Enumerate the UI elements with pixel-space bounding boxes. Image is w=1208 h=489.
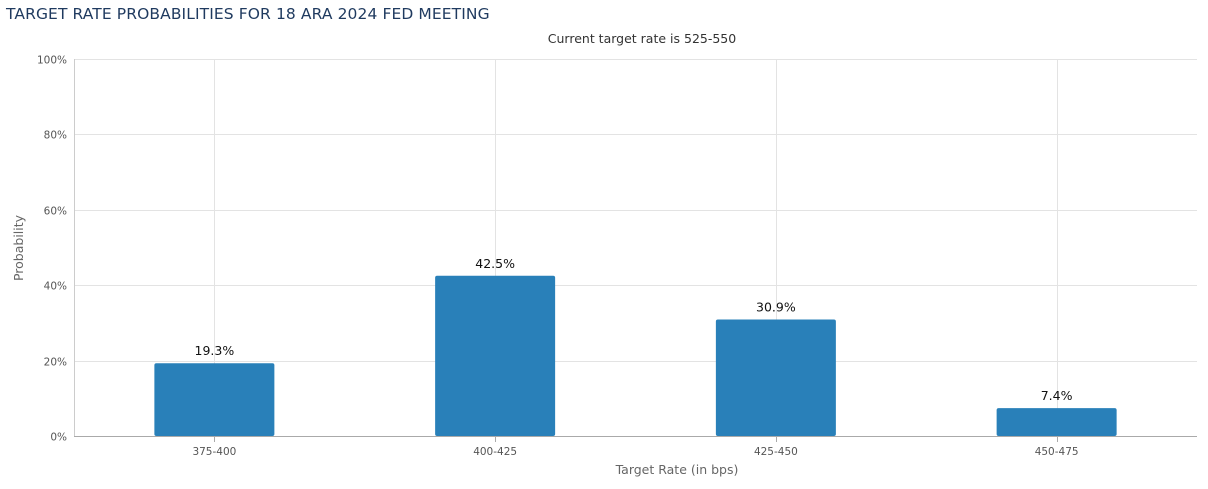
y-axis-label: Probability <box>11 214 26 281</box>
bar[interactable] <box>154 363 275 436</box>
x-tick-label: 450-475 <box>1035 446 1079 458</box>
bar[interactable] <box>715 319 836 436</box>
bar[interactable] <box>435 275 556 436</box>
data-label: 7.4% <box>1041 388 1073 403</box>
x-axis-label: Target Rate (in bps) <box>615 462 739 477</box>
y-tick-label: 100% <box>37 55 67 67</box>
y-tick-label: 40% <box>44 281 67 293</box>
y-tick-label: 80% <box>44 130 67 142</box>
y-tick-label: 20% <box>44 357 67 369</box>
chart-subtitle: Current target rate is 525-550 <box>548 31 736 46</box>
y-tick-label: 60% <box>44 206 67 218</box>
data-label: 30.9% <box>756 300 796 315</box>
x-tick-label: 400-425 <box>473 446 517 458</box>
data-label: 42.5% <box>475 256 515 271</box>
data-label: 19.3% <box>195 343 235 358</box>
page-title: TARGET RATE PROBABILITIES FOR 18 ARA 202… <box>6 5 490 23</box>
y-tick-label: 0% <box>50 432 67 444</box>
x-tick-label: 425-450 <box>754 446 798 458</box>
bars: 19.3% 42.5% 30.9% 7.4% <box>154 256 1117 436</box>
x-tick-label: 375-400 <box>192 446 236 458</box>
grid-lines <box>74 59 1197 436</box>
axes: 0% 20% 40% 60% 80% 100% 375-400 400-425 425-450 4… <box>37 55 1197 458</box>
bar[interactable] <box>996 408 1117 436</box>
